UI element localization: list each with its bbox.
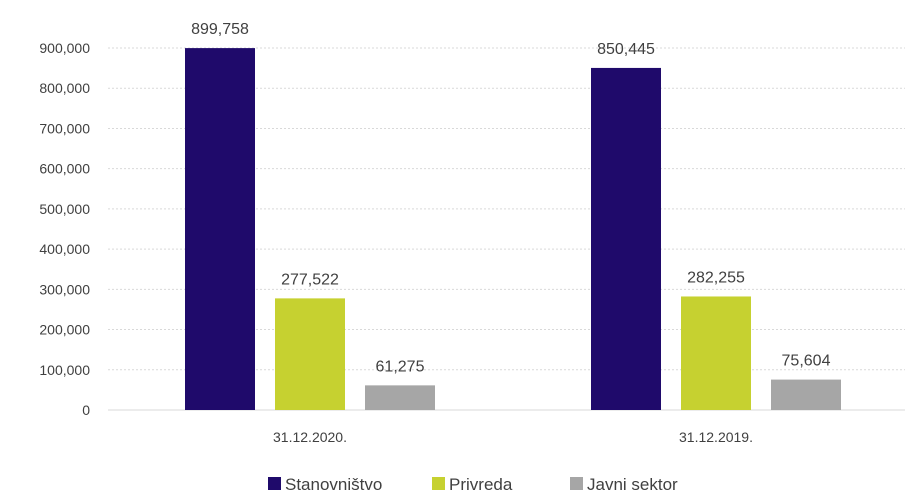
x-axis: 31.12.2020. 31.12.2019. xyxy=(273,429,753,445)
y-tick-label: 400,000 xyxy=(39,241,90,257)
category-label: 31.12.2019. xyxy=(679,429,753,445)
data-label: 61,275 xyxy=(376,358,425,375)
legend-swatch xyxy=(570,477,583,490)
y-tick-label: 100,000 xyxy=(39,362,90,378)
data-labels: 899,758 277,522 61,275 850,445 282,255 75,604 xyxy=(191,21,830,375)
data-label: 850,445 xyxy=(597,41,655,58)
legend-label: Stanovništvo xyxy=(285,475,382,494)
legend: Stanovništvo Privreda Javni sektor xyxy=(268,475,678,494)
y-tick-label: 600,000 xyxy=(39,161,90,177)
bars xyxy=(185,48,841,410)
y-tick-label: 500,000 xyxy=(39,201,90,217)
legend-label: Javni sektor xyxy=(587,475,678,494)
data-label: 282,255 xyxy=(687,269,745,286)
bar-javni-sektor-1 xyxy=(365,385,435,410)
bar-javni-sektor-2 xyxy=(771,379,841,410)
bar-privreda-2 xyxy=(681,296,751,410)
y-axis: 0 100,000 200,000 300,000 400,000 500,000 600,… xyxy=(39,40,90,418)
legend-swatch xyxy=(432,477,445,490)
bar-privreda-1 xyxy=(275,298,345,410)
data-label: 899,758 xyxy=(191,21,249,38)
data-label: 75,604 xyxy=(782,353,831,370)
y-tick-label: 300,000 xyxy=(39,281,90,297)
bar-stanovni-tvo-1 xyxy=(185,48,255,410)
y-tick-label: 0 xyxy=(82,402,90,418)
y-tick-label: 800,000 xyxy=(39,80,90,96)
data-label: 277,522 xyxy=(281,271,339,288)
y-tick-label: 900,000 xyxy=(39,40,90,56)
legend-label: Privreda xyxy=(449,475,513,494)
y-tick-label: 700,000 xyxy=(39,120,90,136)
category-label: 31.12.2020. xyxy=(273,429,347,445)
legend-swatch xyxy=(268,477,281,490)
y-tick-label: 200,000 xyxy=(39,322,90,338)
bar-stanovni-tvo-2 xyxy=(591,67,661,410)
